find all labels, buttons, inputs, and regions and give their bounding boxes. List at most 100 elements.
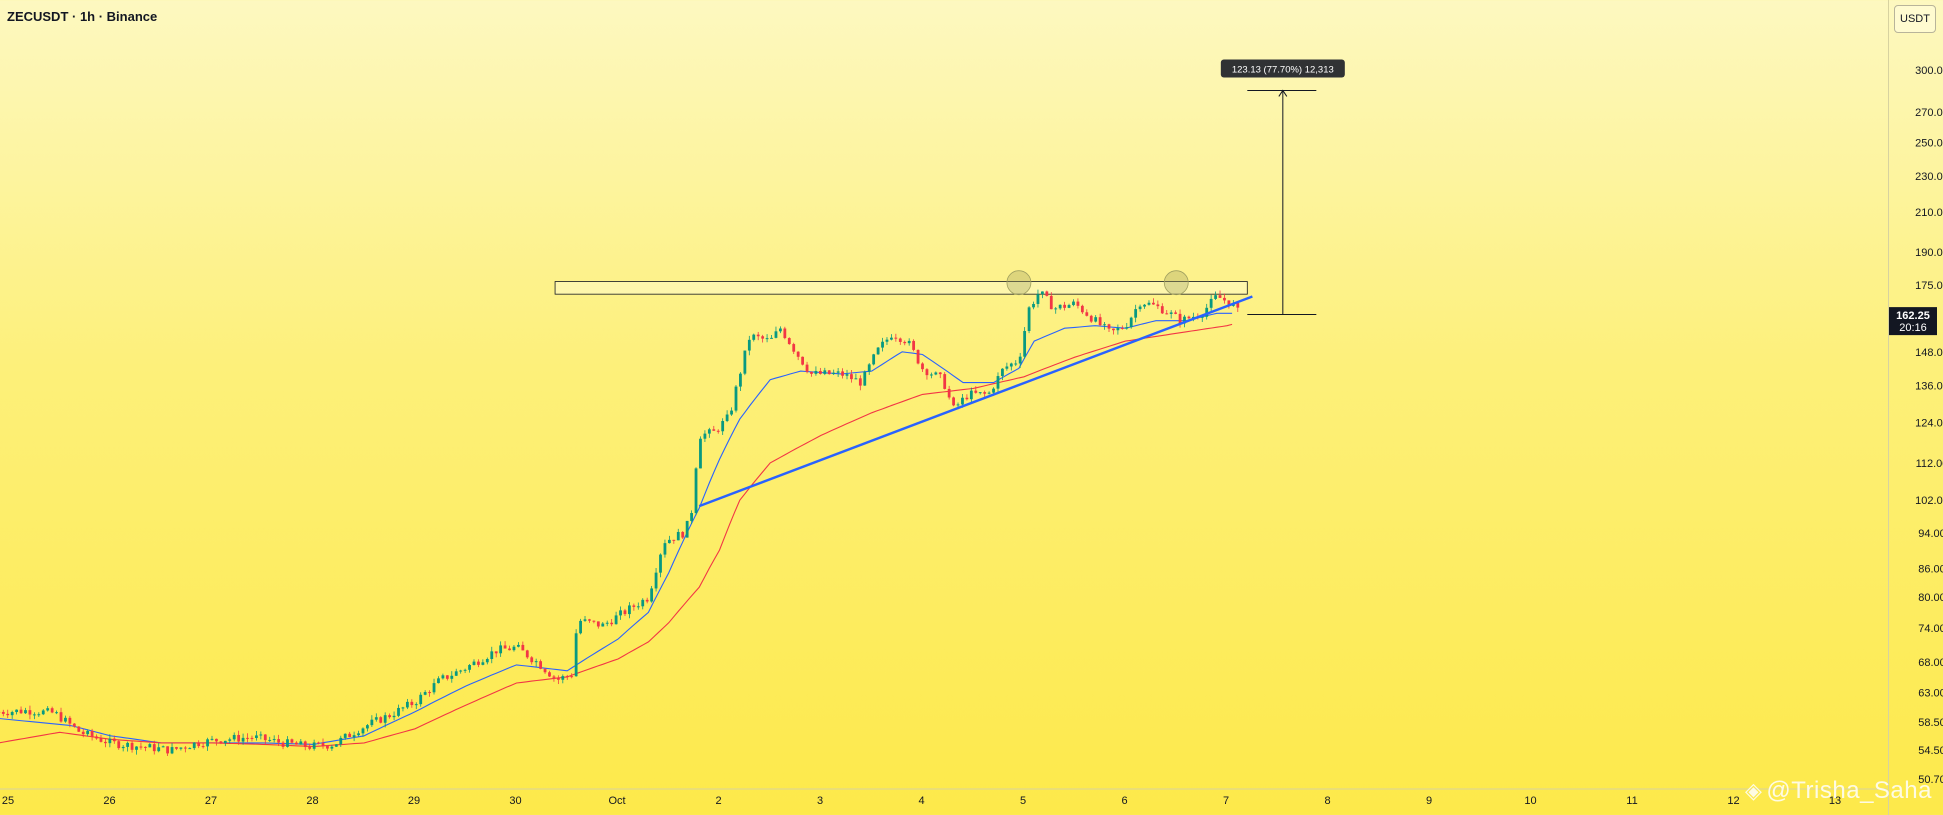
current-price-value: 162.25	[1896, 310, 1930, 322]
candle-body	[432, 683, 436, 693]
candle-body	[894, 337, 898, 339]
candle-body	[592, 620, 596, 622]
candle-body	[277, 739, 281, 743]
candle-body	[361, 728, 365, 734]
price-axis-labels[interactable]: 300.00 270.00 250.00 230.00 210.00 190.00 175.…	[1889, 65, 1943, 786]
candle-body	[246, 737, 249, 739]
candle-body	[148, 744, 152, 748]
y-tick-label: 74.00	[1918, 623, 1943, 635]
candle-body	[1058, 304, 1062, 309]
candle-body	[654, 572, 658, 589]
candle-body	[712, 429, 716, 431]
highlight-circle	[1163, 270, 1189, 296]
candle-body	[1200, 316, 1204, 318]
candle-body	[334, 744, 338, 747]
candle-body	[676, 531, 680, 541]
candle-body	[787, 338, 791, 345]
candle-body	[28, 710, 32, 715]
binance-square-icon: ◈	[1745, 778, 1763, 803]
candle-body	[401, 707, 405, 709]
x-tick-label: 3	[817, 795, 823, 807]
candle-body	[1143, 304, 1146, 307]
candle-body	[414, 704, 418, 706]
candle-body	[890, 337, 893, 340]
candle-body	[961, 397, 964, 405]
candle-body	[343, 733, 347, 738]
candle-body	[303, 741, 307, 748]
candle-body	[1085, 312, 1089, 316]
candle-body	[1187, 316, 1191, 319]
candle-body	[619, 610, 622, 616]
candle-body	[1205, 307, 1209, 317]
candle-body	[1018, 356, 1022, 364]
candle-body	[10, 712, 14, 716]
y-tick-label: 86.00	[1918, 563, 1943, 575]
x-tick-label: 9	[1426, 795, 1432, 807]
candle-body	[699, 438, 702, 469]
candle-body	[223, 740, 227, 744]
time-axis[interactable]: 25 26 27 28 29 30 Oct 2 3 4 5 6 7 8 9 10 11 12 13	[2, 795, 1841, 807]
candle-body	[814, 370, 818, 374]
y-tick-label: 250.00	[1915, 138, 1943, 150]
candle-body	[41, 710, 45, 715]
y-tick-label: 124.00	[1915, 417, 1943, 429]
y-tick-label: 300.00	[1915, 65, 1943, 77]
candle-body	[521, 644, 525, 651]
candle-body	[299, 741, 303, 745]
candle-body	[1023, 330, 1027, 357]
candle-body	[201, 746, 205, 748]
candle-body	[24, 710, 27, 714]
candle-body	[517, 644, 520, 647]
candle-body	[157, 747, 161, 752]
candle-body	[916, 349, 920, 364]
candle-body	[628, 605, 631, 615]
candle-body	[570, 676, 574, 678]
candle-body	[512, 646, 516, 651]
candle-body	[1098, 317, 1102, 326]
candle-body	[64, 717, 67, 722]
candle-body	[685, 520, 689, 538]
candle-body	[543, 668, 547, 673]
candle-body	[925, 369, 929, 376]
price-axis[interactable]	[1888, 0, 1943, 815]
candle-body	[1009, 363, 1013, 367]
candle-body	[281, 742, 285, 747]
candle-body	[556, 677, 560, 680]
candle-body	[823, 370, 827, 374]
candle-body	[143, 746, 147, 748]
candle-body	[765, 338, 769, 340]
candle-body	[969, 390, 973, 400]
candle-body	[1014, 363, 1018, 365]
y-tick-label: 54.50	[1918, 745, 1943, 757]
candle-body	[716, 430, 720, 432]
x-tick-label: 7	[1223, 795, 1229, 807]
candle-body	[752, 334, 756, 340]
candle-body	[672, 539, 676, 541]
candle-body	[707, 429, 711, 434]
candle-body	[956, 404, 960, 406]
y-tick-label: 270.00	[1915, 107, 1943, 119]
candle-body	[725, 414, 729, 422]
candle-body	[166, 746, 169, 754]
candle-body	[863, 371, 867, 386]
candle-body	[1214, 295, 1217, 299]
currency-badge[interactable]: USDT	[1894, 5, 1936, 33]
moving-averages	[0, 312, 1233, 748]
candle-body	[317, 742, 320, 744]
candle-body	[192, 742, 196, 749]
candle-body	[477, 661, 480, 665]
candle-body	[1027, 307, 1031, 331]
current-price-badge	[1889, 307, 1937, 336]
candle-body	[579, 620, 582, 634]
candle-body	[659, 554, 662, 573]
candle-body	[405, 701, 409, 708]
candle-body	[681, 531, 685, 538]
candle-body	[801, 356, 805, 365]
candle-body	[95, 736, 98, 739]
candle-body	[805, 364, 809, 372]
candle-body	[703, 433, 707, 439]
candle-body	[907, 340, 911, 344]
x-tick-label: 2	[715, 795, 721, 807]
